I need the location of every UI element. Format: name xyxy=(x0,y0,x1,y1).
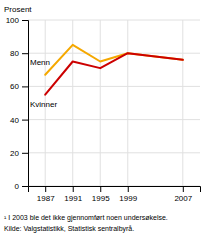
tick: 20 xyxy=(10,149,28,158)
plot: 1987 1991 1995 1999 2007 0 20 40 60 80 100 Menn Kvin… xyxy=(6,16,201,203)
tick-label: 20 xyxy=(10,149,19,158)
tick-label: 1999 xyxy=(119,194,137,203)
tick: 1995 xyxy=(92,186,110,203)
series-label: Kvinner xyxy=(30,100,57,109)
source: Kilde: Valgstatistikk, Statistisk sentra… xyxy=(4,225,134,233)
tick: 0 xyxy=(15,182,28,191)
x-axis: 1987 1991 1995 1999 2007 xyxy=(29,186,201,203)
tick-mark xyxy=(73,186,74,192)
tick: 40 xyxy=(10,116,28,125)
tick: 1987 xyxy=(37,186,55,203)
grid-line xyxy=(28,20,200,21)
footnote: ¹ I 2003 ble det ikke gjennomført noen u… xyxy=(4,214,168,222)
tick-label: 1987 xyxy=(37,194,55,203)
grid-line xyxy=(28,53,200,54)
tick-mark xyxy=(22,120,28,121)
tick-mark xyxy=(22,20,28,21)
tick: 2007 xyxy=(174,186,192,203)
tick-label: 100 xyxy=(6,16,20,25)
y-axis: 0 20 40 60 80 100 xyxy=(6,16,29,191)
y-label: Prosent xyxy=(4,5,32,14)
tick-label: 40 xyxy=(10,116,19,125)
grid-line xyxy=(182,20,183,186)
lines xyxy=(45,45,183,95)
tick-mark xyxy=(22,86,28,87)
tick-mark xyxy=(22,153,28,154)
chart: 1987 1991 1995 1999 2007 0 20 40 60 80 100 Menn Kvin… xyxy=(0,0,210,238)
grid-line xyxy=(28,152,200,153)
tick: 100 xyxy=(6,16,28,25)
tick-mark xyxy=(128,186,129,192)
tick-label: 1995 xyxy=(92,194,110,203)
tick-label: 2007 xyxy=(174,194,192,203)
tick-label: 1991 xyxy=(64,194,82,203)
tick: 1991 xyxy=(64,186,82,203)
series-line xyxy=(45,53,183,94)
grid-line xyxy=(127,20,128,186)
grid xyxy=(28,20,200,186)
tick-label: 0 xyxy=(15,182,20,191)
grid-line xyxy=(100,20,101,186)
tick: 1999 xyxy=(119,186,137,203)
grid-line xyxy=(28,86,200,87)
tick-mark xyxy=(100,186,101,192)
tick-label: 80 xyxy=(10,49,19,58)
tick-label: 60 xyxy=(10,82,19,91)
tick-mark xyxy=(22,53,28,54)
series-label: Menn xyxy=(30,58,50,67)
tick-mark xyxy=(183,186,184,192)
axis-line xyxy=(29,187,201,193)
axis-line xyxy=(22,21,29,187)
tick-mark xyxy=(22,186,28,187)
grid-line xyxy=(28,119,200,120)
tick: 60 xyxy=(10,82,28,91)
tick-mark xyxy=(45,186,46,192)
tick: 80 xyxy=(10,49,28,58)
